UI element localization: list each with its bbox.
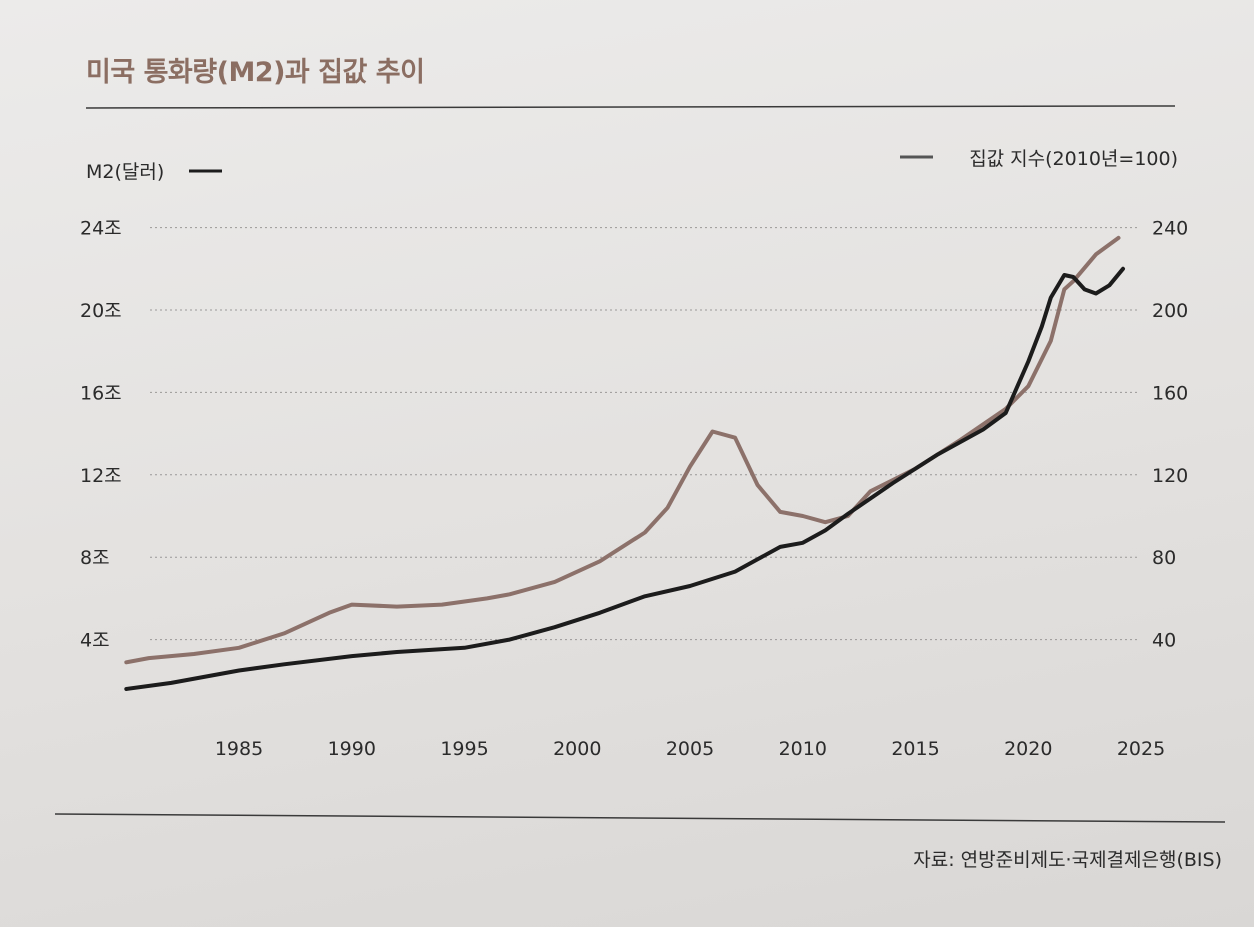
left-axis-ticks: 4조 8조 12조 16조 20조 24조 — [80, 218, 122, 652]
right-tick-label: 80 — [1152, 547, 1176, 569]
right-axis-label: 집값 지수(2010년=100) — [969, 148, 1178, 170]
x-tick-label: 2025 — [1117, 738, 1165, 760]
house-index-series-line — [124, 235, 1121, 665]
left-tick-label: 4조 — [80, 630, 110, 652]
x-tick-label: 2000 — [553, 738, 601, 760]
left-tick-label: 16조 — [80, 382, 122, 404]
right-tick-label: 240 — [1152, 218, 1188, 240]
m2-series-line — [124, 266, 1125, 691]
x-tick-label: 2010 — [779, 738, 827, 760]
x-axis-ticks: 1985 1990 1995 2000 2005 2010 2015 2020 2025 — [215, 738, 1165, 760]
x-tick-label: 1990 — [328, 738, 376, 760]
x-tick-label: 2015 — [891, 738, 939, 760]
x-tick-label: 1995 — [440, 738, 488, 760]
left-tick-label: 20조 — [80, 300, 122, 322]
right-axis-ticks: 40 80 120 160 200 240 — [1152, 218, 1188, 652]
left-axis-label: M2(달러) — [86, 161, 164, 183]
right-tick-label: 40 — [1152, 630, 1176, 652]
right-tick-label: 160 — [1152, 382, 1188, 404]
source-note: 자료: 연방준비제도·국제결제은행(BIS) — [913, 849, 1222, 871]
footer-rule — [54, 813, 1226, 823]
left-tick-label: 24조 — [80, 218, 122, 240]
right-tick-label: 120 — [1152, 465, 1188, 487]
legend: M2(달러) 집값 지수(2010년=100) — [86, 148, 1178, 183]
x-tick-label: 1985 — [215, 738, 263, 760]
x-tick-label: 2005 — [666, 738, 714, 760]
left-tick-label: 12조 — [80, 465, 122, 487]
right-tick-label: 200 — [1152, 300, 1188, 322]
x-tick-label: 2020 — [1004, 738, 1052, 760]
grid-lines — [150, 227, 1140, 641]
series-lines — [124, 235, 1125, 691]
chart-title: 미국 통화량(M2)과 집값 추이 — [86, 57, 425, 88]
left-tick-label: 8조 — [80, 547, 110, 569]
rules — [54, 105, 1226, 823]
title-rule — [85, 105, 1176, 109]
